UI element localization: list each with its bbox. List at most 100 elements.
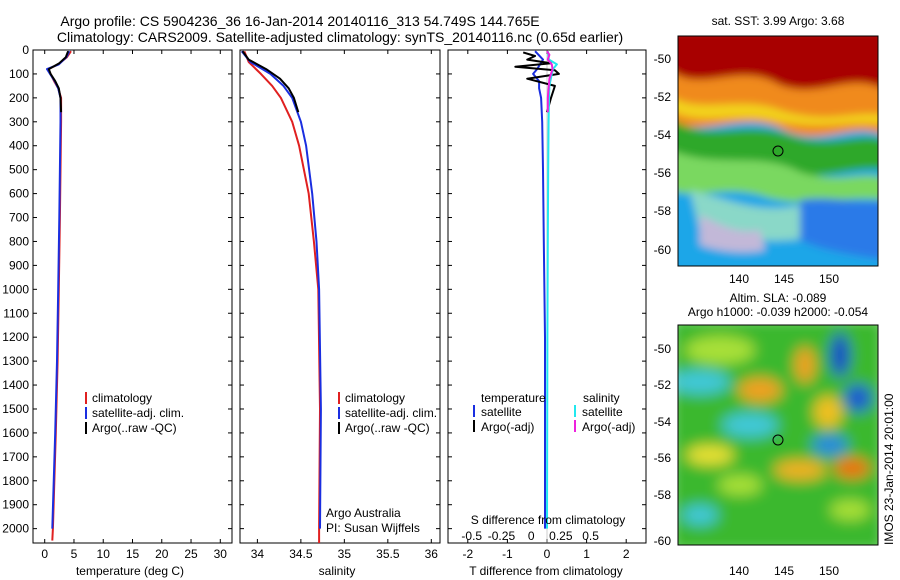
xtick-label: 10	[97, 547, 111, 561]
xtick-label: 30	[214, 547, 228, 561]
depth-tick-label: 100	[9, 67, 29, 81]
depth-tick-label: 400	[9, 139, 29, 153]
xtick-top-label: 0.5	[582, 529, 599, 543]
depth-tick-label: 0	[22, 43, 29, 57]
depth-tick-label: 700	[9, 211, 29, 225]
xtick-label: 0	[544, 547, 551, 561]
sla-ytick: -60	[654, 534, 672, 548]
legend-label: satellite	[582, 405, 623, 419]
depth-tick-label: 1400	[2, 378, 29, 392]
title-line-2: Climatology: CARS2009. Satellite-adjuste…	[57, 29, 623, 45]
sla-xtick: 145	[774, 564, 794, 578]
difference-xlabel: T difference from climatology	[469, 564, 623, 578]
sla-ytick: -52	[654, 378, 672, 392]
difference-legend: temperature salinity satellite Argo(-adj…	[473, 391, 635, 434]
sla-xtick: 150	[819, 564, 839, 578]
legend-header-temperature: temperature	[481, 391, 546, 405]
imos-watermark: IMOS 23-Jan-2014 20:01:00	[882, 393, 896, 545]
depth-tick-label: 1600	[2, 426, 29, 440]
series-line	[240, 50, 322, 529]
sla-xtick: 140	[729, 564, 749, 578]
salinity-xlabel: salinity	[319, 564, 356, 578]
sla-map-yticks: -50 -52 -54 -56 -58 -60	[654, 342, 672, 548]
xtick-label: 35.5	[376, 547, 400, 561]
series-line	[546, 51, 558, 529]
sla-ytick: -56	[654, 451, 672, 465]
xtick-top-label: -0.5	[461, 529, 482, 543]
series-line	[46, 50, 71, 529]
xtick-label: 0	[41, 547, 48, 561]
depth-tick-label: 1700	[2, 450, 29, 464]
sla-ytick: -50	[654, 342, 672, 356]
xtick-label: 35	[338, 547, 352, 561]
sla-ytick: -54	[654, 415, 672, 429]
legend-label: Argo(..raw -QC)	[345, 421, 430, 435]
xtick-top-label: 0.25	[549, 529, 573, 543]
depth-tick-label: 300	[9, 115, 29, 129]
xtick-label: -2	[462, 547, 473, 561]
sla-map-image	[678, 325, 878, 545]
xtick-label: 20	[155, 547, 169, 561]
annotation-line-1: Argo Australia	[326, 506, 401, 520]
xtick-top-label: -0.25	[488, 529, 516, 543]
sst-ytick: -52	[654, 90, 672, 104]
xtick-label: 36	[425, 547, 439, 561]
temperature-xlabel: temperature (deg C)	[76, 564, 184, 578]
depth-tick-label: 1100	[3, 306, 29, 320]
legend-header-salinity: salinity	[583, 391, 620, 405]
xtick-label: 5	[71, 547, 78, 561]
depth-tick-label: 1200	[2, 330, 29, 344]
series-line	[47, 50, 70, 113]
title-line-1: Argo profile: CS 5904236_36 16-Jan-2014 …	[60, 13, 539, 29]
depth-tick-label: 1300	[2, 354, 29, 368]
sla-ytick: -58	[654, 488, 672, 502]
depth-tick-label: 500	[9, 163, 29, 177]
series-line	[241, 50, 300, 113]
legend-label: Argo(-adj)	[582, 420, 635, 434]
temperature-panel	[32, 49, 233, 544]
depth-tick-label: 200	[9, 91, 29, 105]
depth-tick-label: 600	[9, 187, 29, 201]
series-line	[532, 50, 546, 529]
sla-map-title-2: Argo h1000: -0.039 h2000: -0.054	[688, 305, 868, 319]
sla-map-frame	[677, 324, 879, 546]
argo-location-marker-sst	[772, 145, 784, 157]
depth-tick-label: 1900	[2, 498, 29, 512]
sst-ytick: -54	[654, 128, 672, 142]
axes-layer: 0100200300400500600700800900100011001200…	[2, 43, 646, 561]
salinity-panel	[239, 49, 441, 544]
sst-ytick: -56	[654, 166, 672, 180]
depth-tick-label: 900	[9, 258, 29, 272]
legend-label: satellite-adj. clim.	[345, 406, 437, 420]
depth-tick-label: 1500	[2, 402, 29, 416]
xtick-label: 2	[623, 547, 630, 561]
xtick-label: -1	[502, 547, 513, 561]
sst-xtick: 140	[729, 272, 749, 286]
legend-label: satellite	[481, 405, 522, 419]
xtick-label: 34	[251, 547, 265, 561]
sst-map-image	[678, 36, 878, 266]
temperature-legend: climatology satellite-adj. clim. Argo(..…	[85, 391, 184, 435]
sst-map-frame	[677, 35, 879, 267]
sst-map-xticks: 140 145 150	[729, 272, 839, 286]
depth-tick-label: 1800	[2, 474, 29, 488]
depth-tick-label: 800	[9, 234, 29, 248]
depth-tick-label: 1000	[2, 282, 29, 296]
legend-label: climatology	[92, 391, 152, 405]
sst-xtick: 150	[819, 272, 839, 286]
legend-label: satellite-adj. clim.	[92, 406, 184, 420]
series-line	[243, 50, 321, 543]
series-line	[514, 51, 560, 113]
sla-map-title-1: Altim. SLA: -0.089	[730, 291, 827, 305]
sst-map-title: sat. SST: 3.99 Argo: 3.68	[712, 14, 845, 28]
sst-xtick: 145	[774, 272, 794, 286]
argo-location-marker-sla	[772, 434, 784, 446]
annotation-line-2: PI: Susan Wijffels	[326, 521, 420, 535]
legend-label: Argo(-adj)	[481, 420, 534, 434]
legend-label: climatology	[345, 391, 405, 405]
legend-label: Argo(..raw -QC)	[92, 421, 177, 435]
difference-xlabel-top: S difference from climatology	[471, 513, 626, 527]
xtick-label: 25	[184, 547, 198, 561]
lines-layer	[46, 50, 560, 543]
